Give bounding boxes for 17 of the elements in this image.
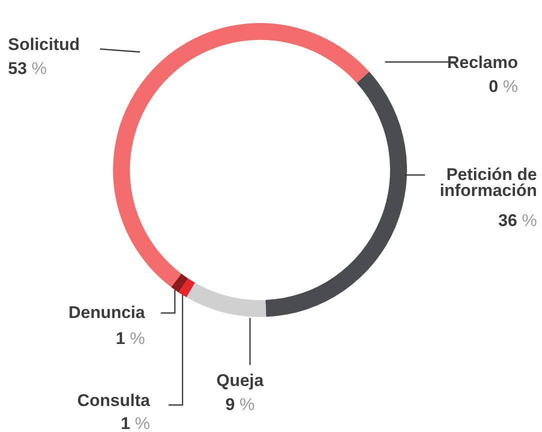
- donut-slice: [186, 282, 266, 317]
- data-label: 53 %: [8, 59, 47, 78]
- donut-slice: [178, 278, 195, 298]
- donut-slice: [265, 72, 407, 317]
- data-label: 1 %: [120, 414, 150, 432]
- slice-label: Queja: [216, 371, 264, 390]
- slice-label: Consulta: [77, 391, 151, 410]
- slice-label: Solicitud: [8, 35, 80, 54]
- data-label: 9 %: [225, 395, 255, 414]
- slice-label: Denuncia: [68, 303, 146, 322]
- donut-slice: [171, 274, 188, 292]
- slice-label: Petición de información: [440, 165, 537, 200]
- text: 0 %: [488, 77, 518, 96]
- data-label: 36 %: [498, 211, 537, 230]
- category-label: Reclamo: [447, 53, 518, 72]
- data-label: 1 %: [116, 329, 145, 348]
- donut-slice: [113, 23, 370, 288]
